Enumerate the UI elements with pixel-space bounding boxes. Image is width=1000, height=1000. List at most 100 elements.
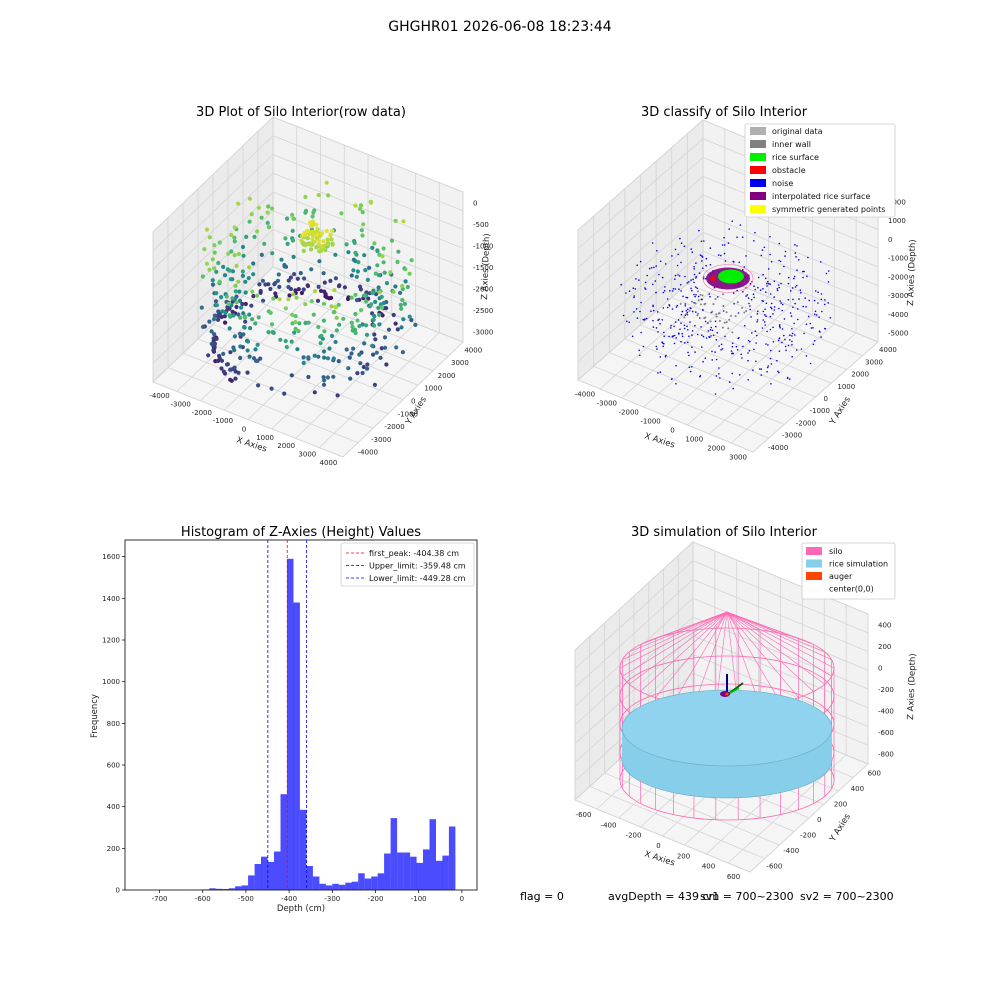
histogram-bar — [345, 882, 352, 890]
figure-title: GHGHR01 2026-06-08 18:23:44 — [388, 19, 612, 35]
raw-data-point — [353, 330, 358, 336]
noise-point — [748, 302, 750, 305]
raw-data-point — [283, 306, 288, 311]
raw-data-point — [330, 228, 335, 234]
raw-data-point — [303, 194, 308, 199]
noise-point — [732, 352, 734, 355]
noise-point — [705, 257, 708, 260]
raw-data-point — [399, 325, 404, 330]
noise-point — [694, 295, 696, 298]
histogram-y-tick-label: 600 — [107, 762, 120, 770]
histogram-legend-label: Upper_limit: -359.48 cm — [369, 562, 466, 571]
raw-data-point — [302, 276, 307, 281]
status-line: flag = 0 avgDepth = 439 cm sv1 = 700~230… — [520, 890, 894, 903]
noise-point — [668, 335, 670, 338]
noise-point — [687, 281, 690, 283]
inner-wall-point — [736, 301, 739, 304]
noise-point — [661, 341, 663, 344]
silo-wire-roof — [726, 611, 825, 685]
noise-point — [762, 310, 765, 313]
noise-point — [780, 282, 782, 285]
raw-y-tick-label: 0 — [411, 398, 415, 406]
histogram-bar — [202, 889, 210, 890]
raw-data-point — [229, 378, 234, 383]
raw-data-point — [360, 370, 365, 376]
histogram-bar — [209, 888, 216, 890]
inner-wall-point — [679, 302, 682, 305]
raw-data-point — [349, 351, 354, 356]
noise-point — [814, 313, 816, 316]
noise-point — [794, 252, 797, 254]
raw-data-point — [296, 287, 301, 292]
noise-point — [639, 310, 641, 313]
raw-data-point — [318, 288, 324, 293]
noise-point — [700, 240, 703, 243]
histogram-bar — [215, 888, 223, 891]
noise-point — [760, 374, 763, 376]
raw-data-point — [322, 329, 327, 334]
histogram-x-tick-label: -400 — [281, 895, 297, 903]
raw-data-point — [353, 311, 358, 317]
raw-data-point — [232, 235, 237, 240]
noise-point — [661, 276, 664, 279]
silo-wire-roof — [726, 611, 825, 653]
raw-data-point — [233, 289, 238, 294]
noise-point — [772, 313, 774, 315]
noise-point — [633, 295, 636, 297]
noise-point — [715, 358, 718, 361]
raw-data-point — [393, 218, 398, 223]
histogram-bar — [423, 849, 430, 890]
noise-point — [692, 278, 694, 281]
raw-data-point — [351, 268, 356, 273]
raw-data-point — [249, 212, 254, 217]
noise-point — [805, 306, 807, 308]
silo-wire-roof — [726, 611, 781, 703]
noise-point — [657, 372, 659, 374]
noise-point — [669, 290, 671, 292]
noise-point — [673, 334, 676, 337]
noise-point — [765, 315, 767, 318]
noise-point — [792, 306, 794, 309]
raw-data-point — [230, 296, 235, 301]
raw-data-point — [373, 337, 378, 342]
flag-text: flag = 0 — [520, 890, 564, 903]
noise-point — [731, 352, 733, 355]
inner-wall-point — [717, 312, 720, 315]
noise-point — [701, 260, 703, 262]
raw-data-point — [325, 356, 331, 361]
inner-wall-point — [714, 298, 717, 300]
raw-data-point — [320, 244, 325, 249]
noise-point — [724, 260, 727, 262]
noise-point — [690, 279, 692, 281]
raw-data-point — [282, 391, 287, 396]
raw-data-point — [357, 352, 362, 357]
noise-point — [766, 285, 768, 287]
raw-data-point — [314, 222, 319, 227]
noise-point — [701, 334, 703, 337]
noise-point — [793, 322, 795, 325]
noise-point — [805, 323, 808, 326]
noise-point — [700, 326, 702, 328]
raw-data-point — [253, 321, 258, 326]
noise-point — [780, 302, 782, 304]
noise-point — [688, 335, 690, 338]
noise-point — [695, 276, 698, 278]
noise-point — [796, 269, 798, 272]
classify-plot-title: 3D classify of Silo Interior — [641, 105, 808, 120]
raw-y-tick-label: 2000 — [438, 372, 456, 380]
noise-point — [769, 357, 772, 360]
raw-data-point — [301, 355, 306, 360]
noise-point — [749, 340, 751, 343]
raw-data-point — [358, 203, 364, 208]
histogram-bar — [429, 819, 436, 890]
noise-point — [790, 315, 793, 317]
raw-data-point — [364, 299, 369, 304]
noise-point — [727, 242, 730, 244]
raw-data-point — [230, 309, 235, 314]
noise-point — [676, 304, 679, 307]
raw-data-point — [212, 332, 217, 337]
noise-point — [827, 302, 829, 304]
raw-gridline-y — [272, 117, 464, 343]
noise-point — [770, 306, 772, 309]
raw-z-tick-label: -1000 — [473, 243, 493, 251]
